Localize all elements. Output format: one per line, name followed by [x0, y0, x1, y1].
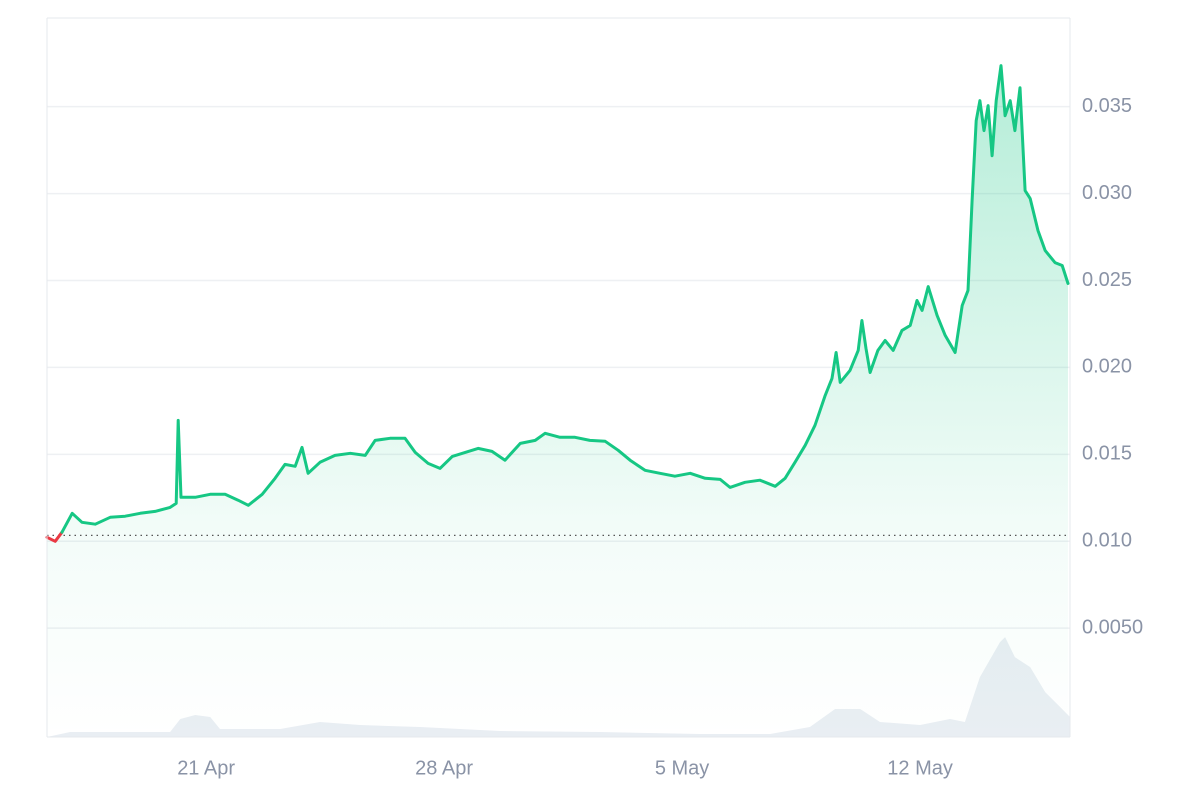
y-tick-label: 0.025: [1082, 269, 1132, 291]
x-tick-label: 28 Apr: [415, 757, 473, 779]
price-line: [45, 530, 64, 543]
price-line: [60, 64, 1070, 534]
x-tick-label: 5 May: [655, 757, 709, 779]
x-tick-label: 12 May: [887, 757, 953, 779]
marks: [45, 64, 1070, 738]
y-tick-label: 0.035: [1082, 95, 1132, 117]
x-tick-label: 21 Apr: [177, 757, 235, 779]
y-tick-label: 0.020: [1082, 356, 1132, 378]
y-tick-label: 0.010: [1082, 530, 1132, 552]
y-tick-label: 0.0050: [1082, 616, 1143, 638]
y-tick-label: 0.015: [1082, 443, 1132, 465]
y-tick-label: 0.030: [1082, 182, 1132, 204]
price-area: [47, 65, 1068, 738]
